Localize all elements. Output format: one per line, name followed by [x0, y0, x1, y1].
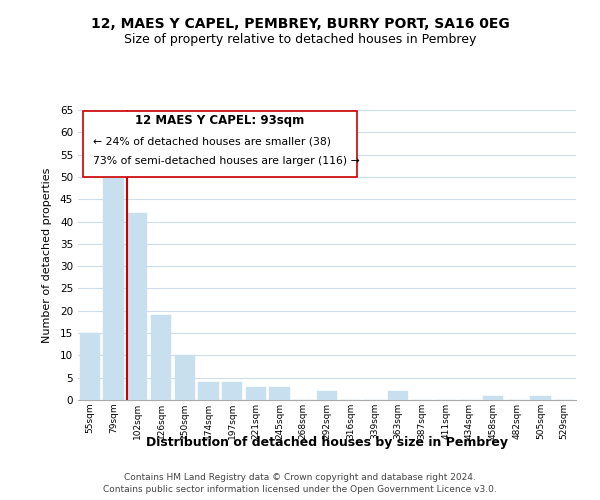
- Text: Distribution of detached houses by size in Pembrey: Distribution of detached houses by size …: [146, 436, 508, 449]
- Bar: [530, 396, 551, 400]
- Bar: [80, 333, 100, 400]
- Text: Contains HM Land Registry data © Crown copyright and database right 2024.: Contains HM Land Registry data © Crown c…: [124, 472, 476, 482]
- Bar: [246, 386, 266, 400]
- Bar: [388, 391, 408, 400]
- Bar: [199, 382, 218, 400]
- Text: ← 24% of detached houses are smaller (38): ← 24% of detached houses are smaller (38…: [93, 136, 331, 146]
- Bar: [151, 315, 171, 400]
- Bar: [175, 356, 195, 400]
- Text: 12, MAES Y CAPEL, PEMBREY, BURRY PORT, SA16 0EG: 12, MAES Y CAPEL, PEMBREY, BURRY PORT, S…: [91, 18, 509, 32]
- Bar: [127, 212, 148, 400]
- Bar: [103, 164, 124, 400]
- Text: Size of property relative to detached houses in Pembrey: Size of property relative to detached ho…: [124, 32, 476, 46]
- Bar: [269, 386, 290, 400]
- FancyBboxPatch shape: [83, 112, 357, 176]
- Text: 73% of semi-detached houses are larger (116) →: 73% of semi-detached houses are larger (…: [93, 156, 359, 166]
- Bar: [317, 391, 337, 400]
- Text: Contains public sector information licensed under the Open Government Licence v3: Contains public sector information licen…: [103, 485, 497, 494]
- Bar: [483, 396, 503, 400]
- Text: 12 MAES Y CAPEL: 93sqm: 12 MAES Y CAPEL: 93sqm: [136, 114, 305, 128]
- Y-axis label: Number of detached properties: Number of detached properties: [41, 168, 52, 342]
- Bar: [222, 382, 242, 400]
